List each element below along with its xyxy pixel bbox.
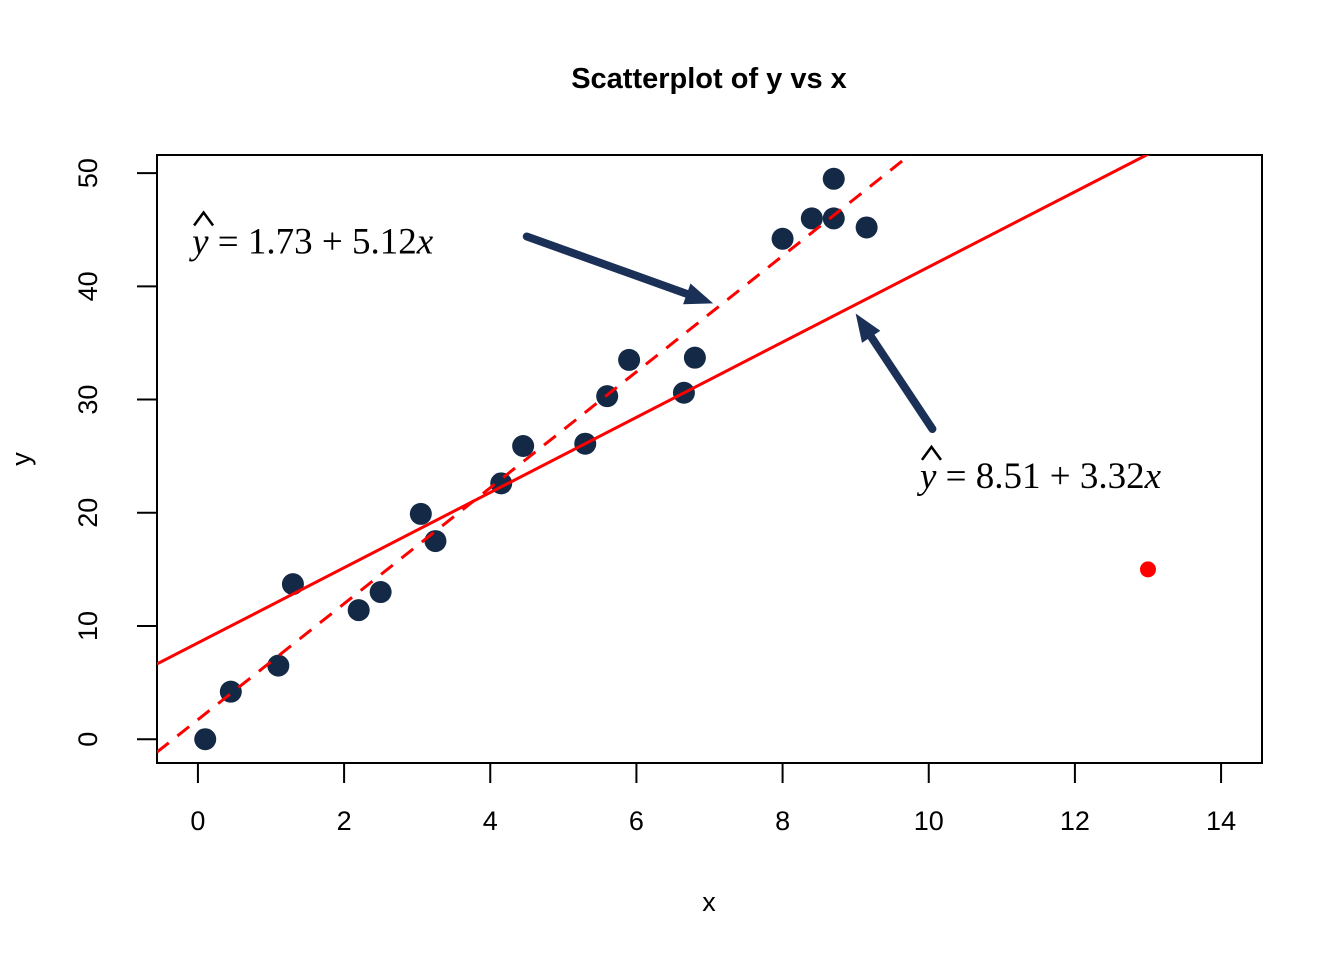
annotation-arrow-shaft — [867, 332, 937, 433]
y-tick-label: 10 — [73, 611, 103, 641]
data-point — [424, 530, 447, 553]
data-point — [800, 207, 823, 230]
x-tick-label: 0 — [190, 806, 205, 836]
annotation-arrow-head — [683, 283, 714, 305]
data-point — [822, 167, 845, 190]
annotation-arrow-shaft — [522, 232, 691, 298]
regression-lines-layer — [157, 155, 1150, 754]
hat-accent — [920, 444, 942, 461]
data-point — [855, 216, 878, 239]
equation-label: y = 8.51 + 3.32x — [916, 456, 1162, 497]
axis-ticks: 0 2 4 6 8 10 12 14 0 10 20 30 40 50 — [73, 158, 1236, 836]
x-tick-label: 14 — [1206, 806, 1236, 836]
data-point — [618, 348, 641, 371]
data-point — [683, 346, 706, 369]
annotations-layer: y = 1.73 + 5.12x y = 8.51 + 3.32x — [188, 210, 1162, 497]
data-point — [369, 581, 392, 604]
chart-title: Scatterplot of y vs x — [571, 63, 847, 95]
x-axis-label: x — [702, 887, 716, 917]
y-tick-label: 40 — [73, 271, 103, 301]
plot-border — [156, 154, 1263, 764]
annotation-arrow-head — [855, 313, 881, 343]
data-point — [194, 728, 217, 751]
y-tick-label: 0 — [73, 732, 103, 747]
x-tick-label: 2 — [337, 806, 352, 836]
data-point — [347, 599, 370, 622]
x-tick-label: 4 — [483, 806, 498, 836]
y-axis-label: y — [6, 452, 36, 466]
y-tick-label: 50 — [73, 158, 103, 188]
y-tick-label: 30 — [73, 385, 103, 415]
x-tick-label: 6 — [629, 806, 644, 836]
data-point — [409, 502, 432, 525]
data-points-layer — [194, 167, 1156, 751]
data-point — [771, 227, 794, 250]
regression-line-dashed — [157, 155, 913, 754]
x-tick-label: 8 — [775, 806, 790, 836]
y-tick-label: 20 — [73, 498, 103, 528]
data-point — [822, 207, 845, 230]
data-point — [512, 434, 535, 457]
hat-accent — [193, 210, 215, 227]
equation-label: y = 1.73 + 5.12x — [188, 222, 434, 263]
data-point — [267, 654, 290, 677]
outlier-point — [1139, 561, 1156, 578]
x-tick-label: 10 — [914, 806, 944, 836]
data-point — [281, 573, 304, 596]
x-tick-label: 12 — [1060, 806, 1090, 836]
regression-line-solid — [157, 155, 1150, 666]
